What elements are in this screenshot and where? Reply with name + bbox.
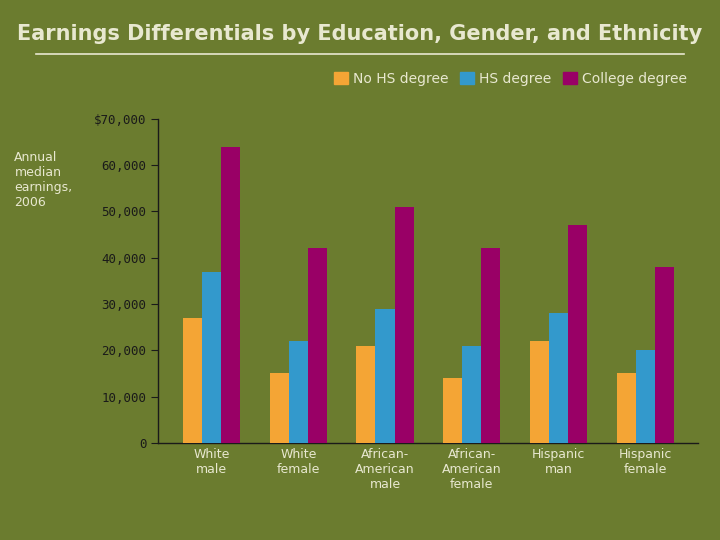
Bar [289,341,308,443]
Bar [202,272,221,443]
Bar [568,225,587,443]
Bar [462,346,481,443]
Bar [530,341,549,443]
Bar [270,373,289,443]
Bar [183,318,202,443]
Bar [636,350,654,443]
Bar [221,146,240,443]
Bar [443,378,462,443]
Text: Earnings Differentials by Education, Gender, and Ethnicity: Earnings Differentials by Education, Gen… [17,24,703,44]
Bar [616,373,636,443]
Bar [376,308,395,443]
Legend: No HS degree, HS degree, College degree: No HS degree, HS degree, College degree [330,68,691,90]
Bar [308,248,327,443]
Bar [356,346,376,443]
Bar [549,313,568,443]
Bar [654,267,674,443]
Bar [395,207,414,443]
Bar [481,248,500,443]
Text: Annual
median
earnings,
2006: Annual median earnings, 2006 [14,151,73,209]
